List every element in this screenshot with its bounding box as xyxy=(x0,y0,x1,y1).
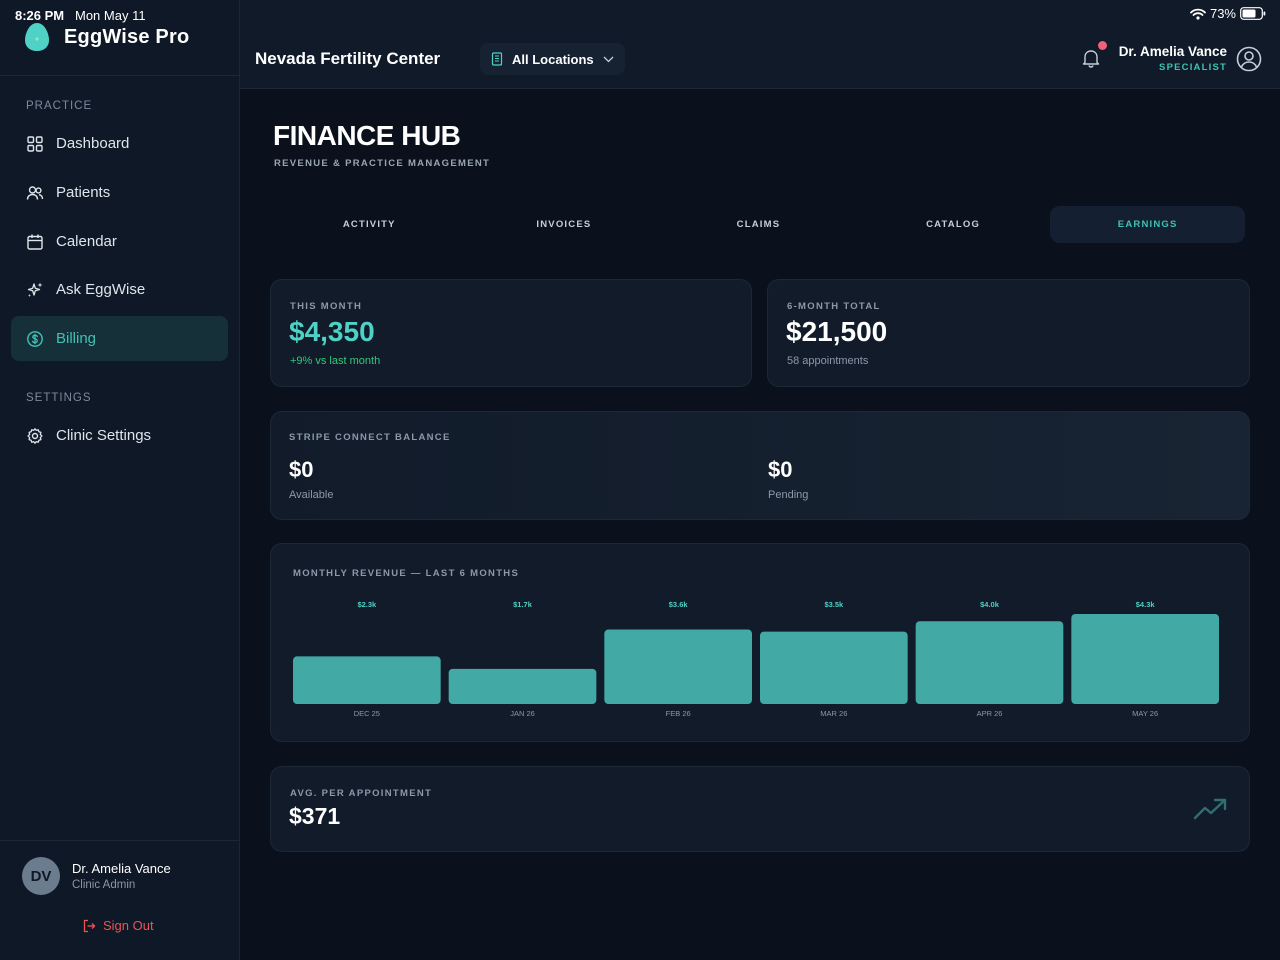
chart-category-label: MAY 26 xyxy=(1132,709,1158,718)
sidebar-item-label: Patients xyxy=(56,184,111,201)
stripe-balance-card: STRIPE CONNECT BALANCE $0 Available $0 P… xyxy=(270,411,1250,520)
sidebar-item-clinic-settings[interactable]: Clinic Settings xyxy=(11,413,228,458)
status-bar: 8:26 PM Mon May 11 73% xyxy=(0,0,1280,30)
sign-out-icon xyxy=(83,919,96,932)
bell-icon[interactable] xyxy=(1082,48,1100,68)
six-month-sub: 58 appointments xyxy=(787,355,869,367)
monthly-revenue-chart: MONTHLY REVENUE — LAST 6 MONTHS $2.3k DEC… xyxy=(293,568,1219,718)
brand[interactable]: EggWise Pro xyxy=(24,22,189,52)
brand-name: EggWise Pro xyxy=(64,25,190,48)
chart-bar xyxy=(448,668,597,704)
tab-activity[interactable]: ACTIVITY xyxy=(342,219,396,230)
chart-bar xyxy=(760,631,908,704)
chart-bar xyxy=(915,621,1064,704)
location-select-value: All Locations xyxy=(512,51,594,67)
divider xyxy=(0,75,239,76)
page-subtitle: REVENUE & PRACTICE MANAGEMENT xyxy=(274,158,491,169)
calendar-icon xyxy=(27,234,43,250)
stripe-available-value: $0 xyxy=(289,457,314,482)
gear-icon xyxy=(27,427,43,444)
sidebar-item-patients[interactable]: Patients xyxy=(11,170,228,215)
this-month-card: THIS MONTH $4,350 +9% vs last month xyxy=(270,279,752,387)
six-month-value: $21,500 xyxy=(786,316,888,347)
chart-bar xyxy=(604,629,752,704)
chart-value-label: $3.5k xyxy=(824,600,844,609)
stripe-balance-label: STRIPE CONNECT BALANCE xyxy=(289,432,451,443)
building-icon xyxy=(491,52,503,66)
tab-invoices[interactable]: INVOICES xyxy=(536,219,592,230)
chart-category-label: DEC 25 xyxy=(354,709,380,718)
notification-badge xyxy=(1098,41,1107,50)
topbar-user-role: SPECIALIST xyxy=(1159,62,1227,73)
topbar-user-name: Dr. Amelia Vance xyxy=(1118,44,1227,59)
sign-out-label: Sign Out xyxy=(103,918,154,933)
sidebar-user-card[interactable]: DV Dr. Amelia Vance Clinic Admin xyxy=(22,857,171,895)
sidebar: EggWise Pro PRACTICE Dashboard Patients … xyxy=(0,0,240,960)
avg-label: AVG. PER APPOINTMENT xyxy=(290,788,433,799)
sidebar-user-info: Dr. Amelia Vance Clinic Admin xyxy=(72,861,171,891)
sidebar-item-label: Ask EggWise xyxy=(56,281,146,298)
avg-per-appointment-card: AVG. PER APPOINTMENT $371 xyxy=(270,766,1250,852)
sidebar-item-calendar[interactable]: Calendar xyxy=(11,219,228,264)
chart-bar xyxy=(1071,614,1219,704)
status-date: Mon May 11 xyxy=(75,8,146,23)
nav-section-settings: SETTINGS xyxy=(26,392,92,404)
stripe-pending-value: $0 xyxy=(768,457,793,482)
tab-catalog[interactable]: CATALOG xyxy=(926,219,981,230)
status-time: 8:26 PM xyxy=(15,8,65,23)
chart-title: MONTHLY REVENUE — LAST 6 MONTHS xyxy=(293,568,519,579)
stripe-pending-label: Pending xyxy=(768,489,809,501)
chart-category-label: JAN 26 xyxy=(510,709,535,718)
chart-bar xyxy=(293,656,441,704)
chart-category-label: APR 26 xyxy=(977,709,1003,718)
sidebar-item-label: Dashboard xyxy=(56,135,130,152)
sidebar-item-label: Calendar xyxy=(56,233,117,250)
users-icon xyxy=(26,185,44,200)
account-icon[interactable] xyxy=(1236,46,1262,72)
wifi-icon xyxy=(1190,8,1206,20)
chart-value-label: $1.7k xyxy=(513,600,533,609)
sidebar-item-label: Clinic Settings xyxy=(56,427,152,444)
sparkle-icon xyxy=(27,282,43,297)
chart-value-label: $4.0k xyxy=(980,600,1000,609)
stripe-available-label: Available xyxy=(289,489,334,501)
sidebar-user-name: Dr. Amelia Vance xyxy=(72,861,171,876)
battery-percent: 73% xyxy=(1209,6,1236,21)
chart-value-label: $2.3k xyxy=(357,600,377,609)
clinic-name: Nevada Fertility Center xyxy=(255,49,441,68)
nav-section-practice: PRACTICE xyxy=(26,100,93,112)
avg-value: $371 xyxy=(289,803,341,829)
sidebar-item-label: Billing xyxy=(56,330,97,347)
trending-up-icon xyxy=(1193,798,1227,820)
sidebar-user-role: Clinic Admin xyxy=(72,879,136,891)
this-month-change: +9% vs last month xyxy=(290,355,381,367)
tab-claims[interactable]: CLAIMS xyxy=(736,219,781,230)
location-select[interactable]: All Locations xyxy=(480,43,625,75)
sidebar-item-dashboard[interactable]: Dashboard xyxy=(11,121,228,166)
topbar-user[interactable]: Dr. Amelia Vance SPECIALIST xyxy=(1119,44,1227,73)
chart-value-label: $4.3k xyxy=(1136,600,1156,609)
chart-category-label: MAR 26 xyxy=(820,709,847,718)
battery-icon xyxy=(1240,7,1266,20)
this-month-value: $4,350 xyxy=(289,316,375,347)
six-month-card: 6-MONTH TOTAL $21,500 58 appointments xyxy=(767,279,1250,387)
chart-category-label: FEB 26 xyxy=(666,709,691,718)
top-bar: Nevada Fertility Center All Locations Dr… xyxy=(240,0,1280,89)
egg-logo-icon xyxy=(25,23,49,51)
divider xyxy=(0,840,239,841)
page-title: FINANCE HUB xyxy=(273,120,461,151)
six-month-label: 6-MONTH TOTAL xyxy=(787,301,881,312)
avatar: DV xyxy=(22,857,60,895)
tab-bar: ACTIVITY INVOICES CLAIMS CATALOG EARNING… xyxy=(272,206,1245,243)
tab-earnings[interactable]: EARNINGS xyxy=(1050,206,1245,243)
sidebar-item-billing[interactable]: Billing xyxy=(11,316,228,361)
dollar-circle-icon xyxy=(27,330,43,347)
this-month-label: THIS MONTH xyxy=(290,301,363,312)
chevron-down-icon xyxy=(603,56,614,62)
chart-value-label: $3.6k xyxy=(669,600,689,609)
status-right: 73% xyxy=(1190,6,1266,21)
grid-icon xyxy=(27,135,43,152)
sign-out-button[interactable]: Sign Out xyxy=(82,918,154,933)
sidebar-item-ask-eggwise[interactable]: Ask EggWise xyxy=(11,267,228,312)
